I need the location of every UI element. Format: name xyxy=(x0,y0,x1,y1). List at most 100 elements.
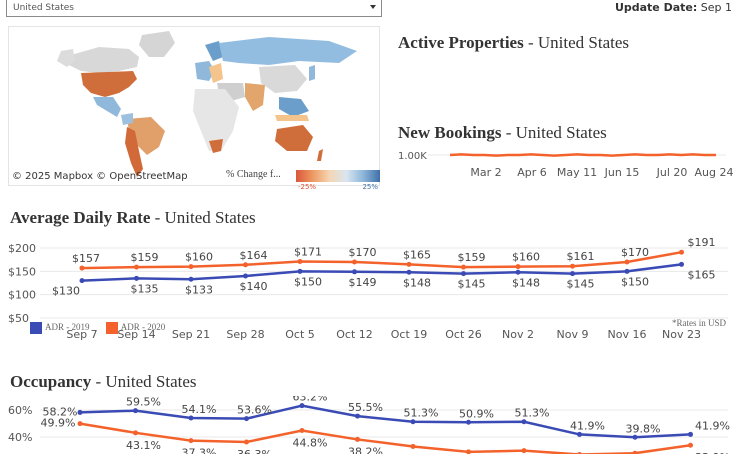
map-japan xyxy=(309,65,315,81)
adr-point-2019 xyxy=(352,269,357,275)
world-map[interactable] xyxy=(8,26,380,186)
occ-point-2019 xyxy=(77,409,83,415)
adr-data-label: $140 xyxy=(240,280,268,293)
adr-data-label: $157 xyxy=(72,252,100,265)
map-legend-max: 25% xyxy=(362,183,378,191)
adr-point-2020 xyxy=(352,259,357,265)
adr-point-2020 xyxy=(570,263,575,269)
new-bookings-heading: New Bookings - United States xyxy=(398,123,607,143)
adr-legend-2020[interactable]: ADR - 2020 xyxy=(105,322,165,334)
adr-chart[interactable]: $200 $150 $100 $50 Sep 7 Sep 14 Sep 21 Sep 28 Oc… xyxy=(0,230,736,348)
adr-y-tick: $50 xyxy=(8,312,29,325)
adr-data-label: $171 xyxy=(294,246,322,259)
new-bookings-chart[interactable]: 1.00K Mar 2 Apr 6 May 11 Jun 15 Jul 20 Aug 24 xyxy=(390,143,736,183)
occ-point-2019 xyxy=(133,408,138,414)
occ-data-label: 63.2% xyxy=(293,396,328,404)
occ-point-2020 xyxy=(299,428,305,434)
nb-y-tick: 1.00K xyxy=(398,151,427,162)
world-map-graphic[interactable] xyxy=(9,27,380,186)
adr-heading: Average Daily Rate - United States xyxy=(10,208,256,228)
nb-x-tick: Aug 24 xyxy=(695,166,734,179)
map-andes xyxy=(125,127,143,177)
adr-data-label: $160 xyxy=(185,251,213,264)
adr-x-tick: Nov 2 xyxy=(502,328,534,341)
occ-data-label: 33.9% xyxy=(695,451,730,454)
adr-data-label: $145 xyxy=(567,278,595,291)
occ-point-2020 xyxy=(77,421,83,427)
adr-legend: ADR - 2019 ADR - 2020 xyxy=(30,322,165,334)
update-date-label: Update Date: xyxy=(614,1,698,14)
adr-point-2019 xyxy=(624,268,630,274)
occupancy-chart[interactable]: 60% 40% 58.2% 59.5% 54.1% 53.6% 63.2% 55.5% 51.3… xyxy=(0,396,736,454)
map-se-asia xyxy=(279,97,309,117)
adr-data-label: $170 xyxy=(621,246,649,259)
adr-point-2019 xyxy=(297,268,303,274)
adr-x-tick: Oct 19 xyxy=(391,328,428,341)
adr-y-tick: $100 xyxy=(8,289,36,302)
map-australia xyxy=(275,125,313,151)
adr-legend-2019[interactable]: ADR - 2019 xyxy=(30,322,90,334)
occ-data-label: 44.8% xyxy=(293,437,328,450)
update-date-value: Sep 1 xyxy=(700,1,732,14)
adr-x-tick: Sep 14 xyxy=(117,328,155,341)
map-attribution[interactable]: © 2025 Mapbox © OpenStreetMap xyxy=(12,171,188,182)
adr-point-2020 xyxy=(188,264,194,270)
occ-point-2020 xyxy=(521,448,527,454)
occ-data-label: 43.1% xyxy=(126,439,161,452)
adr-data-label: $133 xyxy=(185,283,213,296)
occ-point-2020 xyxy=(466,449,471,454)
map-europe-west xyxy=(195,61,215,81)
adr-point-2019 xyxy=(79,278,85,284)
chevron-down-icon[interactable] xyxy=(370,5,376,9)
adr-data-label: $170 xyxy=(349,246,377,259)
map-africa-south xyxy=(209,139,223,153)
map-alaska xyxy=(57,49,75,67)
occ-line-2019 xyxy=(79,404,691,439)
occupancy-heading: Occupancy - United States xyxy=(10,372,197,392)
country-dropdown[interactable]: United States xyxy=(6,0,382,17)
map-mexico xyxy=(93,97,121,117)
adr-data-label: $159 xyxy=(131,251,159,264)
adr-title: Average Daily Rate xyxy=(10,208,151,227)
occ-y-tick: 40% xyxy=(8,431,32,444)
adr-x-tick: Sep 21 xyxy=(172,328,210,341)
adr-x-tick: Nov 23 xyxy=(662,328,701,341)
adr-point-2020 xyxy=(243,262,248,268)
nb-x-tick: Mar 2 xyxy=(470,166,501,179)
map-china xyxy=(259,65,307,93)
map-canada xyxy=(69,47,139,73)
map-legend-gradient xyxy=(296,170,380,182)
active-properties-subtitle: - United States xyxy=(523,33,630,52)
active-properties-title: Active Properties xyxy=(398,33,524,52)
occ-point-2019 xyxy=(466,419,471,425)
adr-point-2019 xyxy=(243,273,248,279)
occ-data-label: 39.8% xyxy=(626,422,661,435)
adr-point-2019 xyxy=(188,276,194,282)
occupancy-subtitle: - United States xyxy=(91,372,197,391)
occ-data-label: 51.3% xyxy=(404,407,439,420)
occ-data-label: 51.3% xyxy=(515,407,550,420)
update-date: Update Date: Sep 1 xyxy=(615,1,732,14)
adr-point-2020 xyxy=(624,259,630,265)
map-africa xyxy=(193,89,239,151)
adr-data-label: $191 xyxy=(688,236,716,249)
new-bookings-subtitle: - United States xyxy=(501,123,607,142)
map-greenland xyxy=(139,31,175,57)
adr-subtitle: - United States xyxy=(150,208,256,227)
occ-point-2020 xyxy=(688,442,693,448)
map-colombia xyxy=(121,113,133,125)
map-india xyxy=(245,83,265,111)
adr-rates-note: *Rates in USD xyxy=(672,318,726,328)
adr-x-tick: Nov 9 xyxy=(557,328,589,341)
occ-point-2020 xyxy=(188,438,194,444)
occ-data-label: 36.3% xyxy=(237,448,272,454)
adr-line-2020 xyxy=(81,250,682,270)
occ-point-2019 xyxy=(355,413,360,419)
adr-data-label: $165 xyxy=(688,268,716,281)
adr-data-label: $148 xyxy=(403,276,431,289)
occ-point-2020 xyxy=(244,439,249,445)
nb-x-tick: Jul 20 xyxy=(656,166,688,179)
adr-point-2019 xyxy=(679,261,684,267)
adr-point-2019 xyxy=(406,269,412,275)
map-scandinavia xyxy=(205,41,223,61)
